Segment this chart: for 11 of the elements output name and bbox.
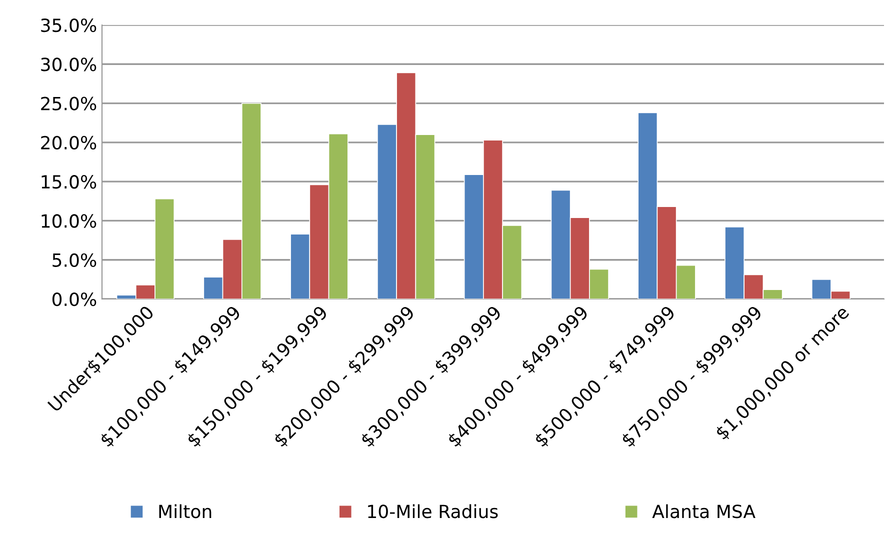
legend-label: Alanta MSA: [652, 504, 756, 518]
y-tick-label: 35.0%: [41, 18, 96, 32]
y-tick-label: 25.0%: [41, 96, 96, 110]
y-tick-label: 20.0%: [41, 136, 96, 150]
y-tick-label: 30.0%: [41, 58, 96, 72]
y-tick-label: 5.0%: [52, 253, 96, 267]
y-tick-label: 15.0%: [42, 175, 96, 189]
legend-label: 10-Mile Radius: [368, 504, 498, 518]
y-tick-label: 0.0%: [52, 292, 96, 306]
legend-label: Milton: [159, 504, 212, 518]
y-tick-label: 10.0%: [42, 214, 96, 228]
